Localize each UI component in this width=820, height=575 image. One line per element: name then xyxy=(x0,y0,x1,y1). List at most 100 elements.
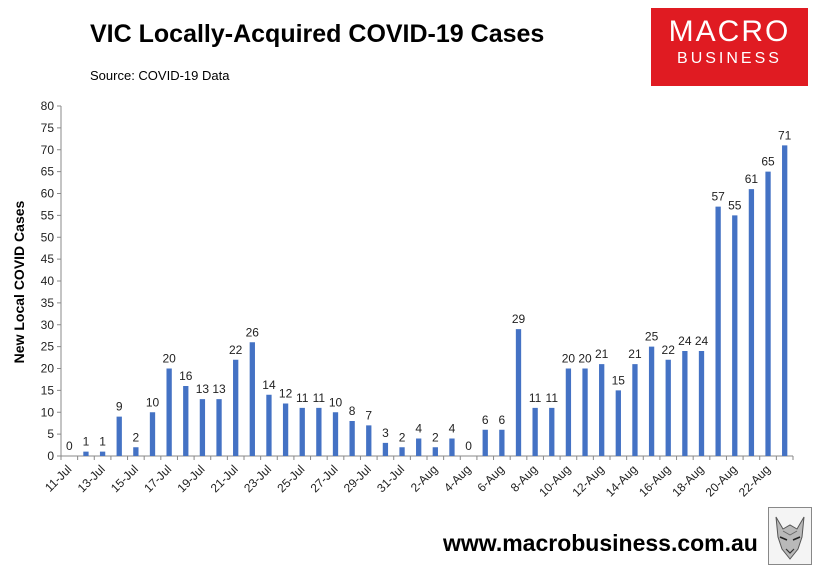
y-axis-label: New Local COVID Cases xyxy=(11,200,27,363)
y-tick-label: 35 xyxy=(41,296,55,310)
bar xyxy=(682,351,688,456)
logo-line-2: BUSINESS xyxy=(677,50,782,67)
y-tick-label: 65 xyxy=(41,165,55,179)
data-label: 2 xyxy=(133,430,140,444)
y-tick-label: 55 xyxy=(41,208,55,222)
data-label: 7 xyxy=(365,408,372,422)
bar xyxy=(99,451,106,456)
bar xyxy=(499,429,505,456)
y-tick-label: 40 xyxy=(41,274,55,288)
data-label: 4 xyxy=(415,422,422,436)
data-label: 24 xyxy=(678,334,692,348)
bar xyxy=(83,451,89,456)
x-tick-label: 4-Aug xyxy=(441,462,474,495)
x-axis-ticks: 11-Jul 13-Jul 15-Jul 17-Jul 19-Jul 21-Jul 23-J… xyxy=(42,456,794,499)
data-label: 16 xyxy=(179,369,193,383)
x-tick-label: 20-Aug xyxy=(703,462,740,499)
x-tick-label: 18-Aug xyxy=(669,462,706,499)
data-label: 26 xyxy=(246,325,260,339)
bar xyxy=(199,399,206,456)
bar-series xyxy=(83,145,788,456)
x-tick-label: 31-Jul xyxy=(374,462,407,495)
data-label: 1 xyxy=(99,435,106,449)
data-label: 4 xyxy=(449,422,456,436)
macrobusiness-logo[interactable]: MACRO BUSINESS xyxy=(651,8,808,86)
data-label: 6 xyxy=(482,413,489,427)
x-tick-label: 14-Aug xyxy=(603,462,640,499)
bar xyxy=(615,390,621,456)
bar xyxy=(349,421,355,456)
website-url[interactable]: www.macrobusiness.com.au xyxy=(443,530,758,556)
bar xyxy=(282,403,289,456)
data-label: 10 xyxy=(146,395,160,409)
x-tick-label: 2-Aug xyxy=(408,462,441,495)
bar xyxy=(698,351,705,456)
data-label: 57 xyxy=(711,190,725,204)
x-tick-label: 17-Jul xyxy=(141,462,174,495)
data-label: 20 xyxy=(578,352,592,366)
y-tick-label: 70 xyxy=(41,143,55,157)
data-label: 11 xyxy=(546,391,559,405)
bar xyxy=(748,189,755,456)
bar xyxy=(732,215,738,456)
bar xyxy=(399,447,405,456)
data-label: 25 xyxy=(645,330,659,344)
x-tick-label: 29-Jul xyxy=(341,462,374,495)
chart-title: VIC Locally-Acquired COVID-19 Cases xyxy=(90,20,545,48)
bar xyxy=(632,364,638,456)
y-tick-label: 25 xyxy=(41,340,55,354)
x-tick-label: 11-Jul xyxy=(42,462,74,494)
y-tick-label: 80 xyxy=(41,99,55,113)
bar xyxy=(715,206,721,456)
source-note: Source: COVID-19 Data xyxy=(90,68,230,83)
bar xyxy=(382,442,389,456)
bar xyxy=(266,394,272,456)
data-label: 13 xyxy=(212,382,226,396)
bar xyxy=(665,359,671,456)
x-tick-label: 27-Jul xyxy=(308,462,341,495)
bar xyxy=(116,416,122,456)
data-label: 20 xyxy=(162,352,176,366)
logo-line-1: MACRO xyxy=(668,15,791,48)
x-tick-label: 19-Jul xyxy=(175,462,208,495)
bar xyxy=(432,447,438,456)
x-tick-label: 25-Jul xyxy=(274,462,307,495)
bar xyxy=(565,368,572,456)
y-tick-label: 5 xyxy=(47,427,54,441)
data-label: 9 xyxy=(116,400,123,414)
bar xyxy=(366,425,372,456)
data-label: 65 xyxy=(761,155,775,169)
data-label: 29 xyxy=(512,312,526,326)
x-tick-label: 12-Aug xyxy=(570,462,607,499)
data-label: 21 xyxy=(628,347,642,361)
bar xyxy=(332,412,339,456)
y-tick-label: 0 xyxy=(47,449,54,463)
x-tick-label: 13-Jul xyxy=(75,462,108,495)
x-tick-label: 6-Aug xyxy=(474,462,507,495)
data-label: 61 xyxy=(745,172,759,186)
bar xyxy=(416,438,422,456)
data-label: 55 xyxy=(728,198,742,212)
data-label: 12 xyxy=(279,387,293,401)
wolf-mascot-icon xyxy=(768,507,812,565)
x-tick-label: 23-Jul xyxy=(241,462,274,495)
data-label: 0 xyxy=(465,439,472,453)
data-label: 6 xyxy=(499,413,506,427)
data-label: 11 xyxy=(313,391,326,405)
x-tick-label: 10-Aug xyxy=(536,462,573,499)
y-tick-label: 15 xyxy=(41,383,55,397)
bar xyxy=(249,342,255,456)
bar xyxy=(183,386,189,456)
bar xyxy=(549,407,555,456)
bar xyxy=(133,447,139,456)
bar xyxy=(532,407,538,456)
y-axis-ticks: 0 5 10 15 20 25 30 35 40 45 50 55 60 65 70 75 80 xyxy=(41,99,61,463)
bar xyxy=(299,407,305,456)
y-tick-label: 45 xyxy=(41,252,55,266)
data-label: 10 xyxy=(329,395,343,409)
bar xyxy=(233,359,239,456)
bar xyxy=(782,145,788,456)
x-tick-label: 22-Aug xyxy=(736,462,773,499)
